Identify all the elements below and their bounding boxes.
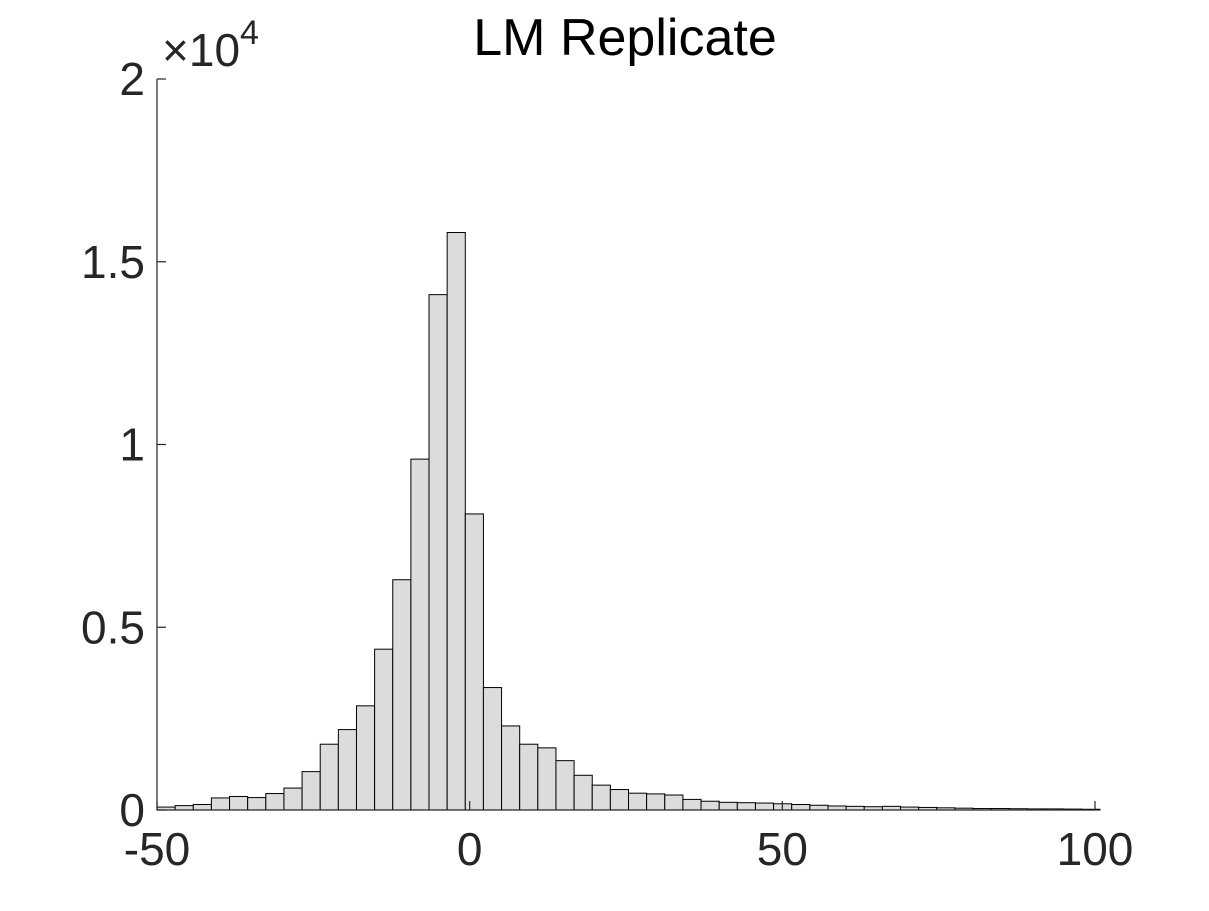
histogram-bar bbox=[229, 795, 249, 811]
histogram-bar bbox=[591, 784, 611, 811]
histogram-bar bbox=[392, 579, 412, 811]
histogram-bar bbox=[428, 294, 448, 811]
histogram-bar bbox=[628, 792, 648, 811]
histogram-bar bbox=[609, 789, 630, 811]
histogram-bar bbox=[283, 787, 303, 811]
y-axis-exponent-power: 4 bbox=[240, 14, 259, 52]
histogram-bar bbox=[519, 743, 539, 811]
y-tick-label: 0.5 bbox=[81, 601, 145, 653]
histogram-bar bbox=[446, 232, 466, 811]
chart-title: LM Replicate bbox=[473, 9, 776, 67]
histogram-bar bbox=[464, 513, 484, 811]
histogram-bar bbox=[501, 725, 521, 811]
histogram-bar bbox=[827, 805, 847, 811]
histogram-bar bbox=[265, 793, 285, 811]
histogram-bar bbox=[319, 743, 339, 811]
x-tick-label: 50 bbox=[757, 823, 808, 875]
histogram-bar bbox=[573, 774, 593, 811]
bars-layer bbox=[156, 232, 1101, 811]
axes-layer bbox=[156, 78, 1096, 811]
histogram-bar bbox=[791, 804, 811, 811]
histogram-bar bbox=[374, 648, 394, 811]
x-tick-label: 100 bbox=[1057, 823, 1134, 875]
histogram-bar bbox=[192, 804, 212, 811]
histogram-bar bbox=[210, 797, 231, 811]
histogram-bar bbox=[301, 771, 321, 811]
histogram-bar bbox=[718, 801, 738, 811]
y-tick-label: 0 bbox=[119, 784, 145, 836]
x-tick-label: -50 bbox=[124, 823, 190, 875]
histogram-bar bbox=[174, 805, 194, 811]
histogram-bar bbox=[555, 760, 575, 811]
histogram-bar bbox=[809, 804, 829, 811]
histogram-bar bbox=[736, 802, 756, 811]
y-tick-label: 1.5 bbox=[81, 236, 145, 288]
x-tick-label: 0 bbox=[457, 823, 483, 875]
histogram-bar bbox=[337, 729, 357, 811]
histogram-bar bbox=[646, 793, 666, 811]
histogram-bar bbox=[664, 794, 684, 811]
y-axis-exponent-base: ×10 bbox=[162, 24, 240, 76]
histogram-bar bbox=[355, 705, 376, 811]
tick-labels-layer: 00.511.52-50 0 50 100 bbox=[81, 53, 1133, 875]
y-tick-label: 1 bbox=[119, 419, 145, 471]
y-tick-label: 2 bbox=[119, 53, 145, 105]
histogram-bar bbox=[754, 802, 775, 811]
histogram-bar bbox=[410, 458, 430, 811]
y-axis-exponent-label: ×104 bbox=[162, 14, 259, 76]
histogram-bar bbox=[537, 747, 557, 811]
histogram-bar bbox=[700, 800, 720, 811]
histogram-bar bbox=[482, 687, 503, 811]
histogram-bar bbox=[682, 798, 702, 811]
histogram-bar bbox=[247, 797, 267, 811]
